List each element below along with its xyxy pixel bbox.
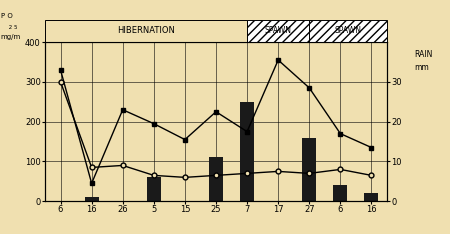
Bar bbox=[209, 157, 223, 201]
Text: 2 5: 2 5 bbox=[7, 25, 18, 30]
Bar bbox=[147, 177, 161, 201]
Bar bbox=[302, 138, 316, 201]
Text: RAIN: RAIN bbox=[414, 50, 433, 59]
Text: mm: mm bbox=[414, 63, 429, 72]
Bar bbox=[45, 20, 247, 42]
Text: SPAWN: SPAWN bbox=[265, 26, 292, 36]
Bar bbox=[247, 20, 309, 42]
Bar bbox=[333, 185, 347, 201]
Bar bbox=[85, 197, 99, 201]
Bar bbox=[240, 102, 254, 201]
Bar bbox=[364, 193, 378, 201]
Text: P O: P O bbox=[0, 14, 12, 19]
Text: mg/m: mg/m bbox=[0, 34, 21, 40]
Text: SPAWN: SPAWN bbox=[335, 26, 362, 36]
Bar bbox=[309, 20, 387, 42]
Text: HIBERNATION: HIBERNATION bbox=[117, 26, 175, 36]
